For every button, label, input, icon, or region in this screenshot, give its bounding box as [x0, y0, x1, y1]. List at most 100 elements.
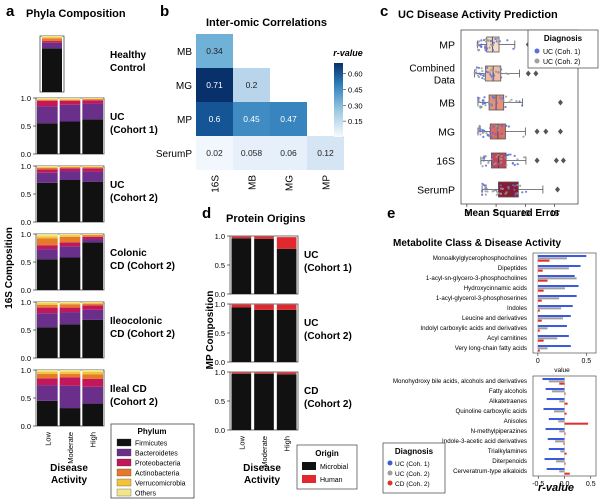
panel-a-bar-segment	[59, 257, 81, 290]
panel-b-cell-label: 0.45	[243, 114, 260, 124]
panel-d-legend-human: Human	[320, 477, 343, 484]
panel-c-point	[491, 154, 494, 158]
panel-a-bar-segment	[42, 37, 62, 39]
panel-e-bottom-bar	[564, 402, 568, 405]
panel-c-point	[477, 43, 480, 47]
panel-d-group-label: UC	[304, 250, 318, 261]
panel-c-point	[516, 163, 519, 166]
panel-a-bar-segment	[82, 166, 103, 168]
panel-a-bar-segment	[37, 169, 58, 173]
panel-a-legend-swatch	[116, 468, 132, 477]
panel-c-title: UC Disease Activity Prediction	[398, 9, 558, 21]
panel-a-legend-item: Bacteroidetes	[135, 451, 178, 458]
panel-a-ytick-label: 0.5	[21, 258, 31, 267]
panel-c-point	[513, 188, 516, 191]
panel-b-row-label: MB	[177, 47, 192, 58]
panel-c-point	[504, 155, 507, 159]
panel-c-row-label: SerumP	[417, 185, 455, 197]
panel-a-bar-segment	[82, 319, 103, 358]
panel-c-point	[514, 194, 517, 197]
panel-e-bottom-bar	[564, 412, 567, 415]
panel-a-bar-segment	[59, 166, 81, 168]
panel-e-bottom-bar	[559, 400, 565, 403]
panel-a-bar-segment	[37, 327, 58, 358]
panel-d-bar-segment	[276, 374, 297, 430]
panel-a-legend: Phylum Firmicutes Bacteroidetes Proteobact…	[110, 423, 195, 499]
panel-b-cell-label: 0.2	[246, 80, 258, 90]
panel-d-bar-segment	[231, 373, 252, 430]
panel-c-point	[488, 102, 491, 106]
panel-c-point	[514, 184, 517, 187]
panel-a-bar-segment	[37, 302, 58, 304]
panel-c-point	[481, 165, 484, 168]
panel-a-bar-segment	[59, 312, 81, 325]
panel-c-point	[501, 187, 504, 190]
panel-c-point	[507, 186, 510, 189]
panel-c-point	[476, 96, 480, 99]
panel-c-point	[486, 190, 489, 193]
panel-c-point	[518, 100, 521, 103]
panel-c-xtick-label: 15	[550, 209, 559, 218]
panel-c-point	[483, 101, 486, 104]
panel-c-point	[482, 159, 486, 162]
panel-c-point	[476, 74, 480, 77]
panel-b-cell	[196, 34, 233, 68]
panel-e-top-bar	[537, 317, 564, 320]
panel-c-point	[481, 193, 484, 196]
panel-a-bar-segment	[37, 172, 58, 183]
panel-a-legend-item: Firmicutes	[135, 441, 168, 448]
panel-c-point	[513, 163, 516, 167]
panel-e-bottom-bar	[548, 448, 565, 451]
panel-a-bar-segment	[59, 302, 81, 304]
panel-e-bottom-bar	[546, 468, 565, 471]
panel-e-bottom-xtick-label: 0.0	[560, 481, 570, 488]
panel-c-xtick-label: 0	[465, 209, 470, 218]
panel-a-bar-segment	[82, 302, 103, 303]
panel-d-bar-segment	[254, 373, 274, 430]
panel-e-legend-coh1: UC (Coh. 1)	[395, 461, 430, 468]
panel-e-letter: e	[387, 205, 395, 222]
panel-d-ytick-label: 0.0	[215, 290, 225, 299]
panel-d-ylabel: MP Composition	[205, 291, 216, 370]
panel-c-point	[491, 77, 494, 80]
panel-b-cell	[270, 102, 307, 136]
panel-b-cell-label: 0.47	[280, 114, 297, 124]
panel-d-legend-swatch-microbial	[302, 462, 316, 470]
panel-b-cell	[270, 136, 307, 170]
panel-c-point	[505, 191, 508, 194]
panel-c-point	[480, 39, 483, 42]
panel-a-bar-segment	[42, 38, 62, 42]
panel-e-bottom-bar	[545, 428, 565, 431]
panel-c-point	[500, 154, 503, 158]
panel-c-point	[476, 41, 479, 44]
panel-c-point	[480, 45, 483, 48]
panel-e-bottom-xtick-label: 0.5	[586, 481, 596, 488]
panel-c-point	[482, 38, 486, 42]
panel-a-bar-segment	[82, 98, 103, 100]
panel-c-outlier	[533, 70, 539, 77]
panel-c-outlier	[555, 186, 561, 193]
panel-c-point	[484, 193, 487, 196]
panel-c-point	[485, 187, 488, 190]
panel-c-point	[502, 134, 505, 138]
panel-e-top-label: Very long-chain fatty acids	[455, 345, 527, 352]
panel-e-bottom-label: Fatty alcohols	[489, 388, 527, 395]
panel-e-bottom-bar	[559, 430, 565, 433]
panel-c-outlier	[534, 157, 540, 164]
panel-a-ytick-label: 1.0	[21, 366, 31, 375]
panel-e-top-label: Indolyl carboxylic acids and derivatives	[420, 325, 527, 332]
panel-c-row-label: Data	[434, 76, 456, 87]
panel-a-bar-segment	[37, 307, 58, 314]
panel-a-bar-segment	[37, 99, 58, 100]
panel-b-cbar-tick-label: 0.60	[348, 70, 363, 79]
panel-c-point	[516, 192, 519, 195]
panel-e-bottom-bar	[554, 410, 565, 413]
panel-c-point	[495, 101, 498, 104]
panel-c-point	[474, 72, 477, 75]
panel-c-point	[496, 124, 499, 127]
panel-a-bar-segment	[37, 100, 58, 107]
panel-b-cell-label: 0.02	[206, 148, 223, 158]
panel-a-legend-swatch	[116, 488, 132, 497]
panel-a-bar-segment	[37, 371, 58, 374]
